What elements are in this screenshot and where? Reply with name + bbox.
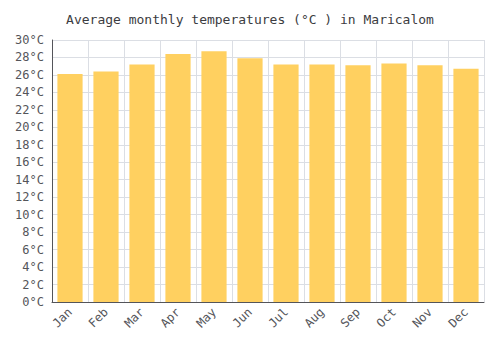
svg-text:Oct: Oct [374,305,399,330]
svg-text:Sep: Sep [338,305,363,330]
svg-text:Jun: Jun [230,305,255,330]
svg-text:Jan: Jan [50,305,75,330]
svg-text:30°C: 30°C [15,33,44,47]
svg-text:Apr: Apr [158,305,183,330]
svg-text:10°C: 10°C [15,208,44,222]
svg-text:18°C: 18°C [15,138,44,152]
svg-text:Feb: Feb [86,305,111,330]
svg-text:22°C: 22°C [15,103,44,117]
svg-text:Jul: Jul [266,305,291,330]
svg-text:2°C: 2°C [22,278,44,292]
svg-text:Dec: Dec [446,305,471,330]
svg-text:6°C: 6°C [22,243,44,257]
svg-text:28°C: 28°C [15,50,44,64]
svg-text:Nov: Nov [410,305,435,330]
svg-text:4°C: 4°C [22,260,44,274]
svg-text:14°C: 14°C [15,173,44,187]
svg-text:24°C: 24°C [15,85,44,99]
svg-text:16°C: 16°C [15,155,44,169]
svg-text:Mar: Mar [122,305,147,330]
svg-text:Aug: Aug [302,305,327,330]
svg-text:26°C: 26°C [15,68,44,82]
svg-text:0°C: 0°C [22,295,44,309]
svg-text:8°C: 8°C [22,225,44,239]
svg-text:May: May [194,305,219,330]
svg-text:12°C: 12°C [15,190,44,204]
svg-text:20°C: 20°C [15,120,44,134]
svg-text:Average monthly temperatures (: Average monthly temperatures (°C ) in Ma… [66,12,434,27]
